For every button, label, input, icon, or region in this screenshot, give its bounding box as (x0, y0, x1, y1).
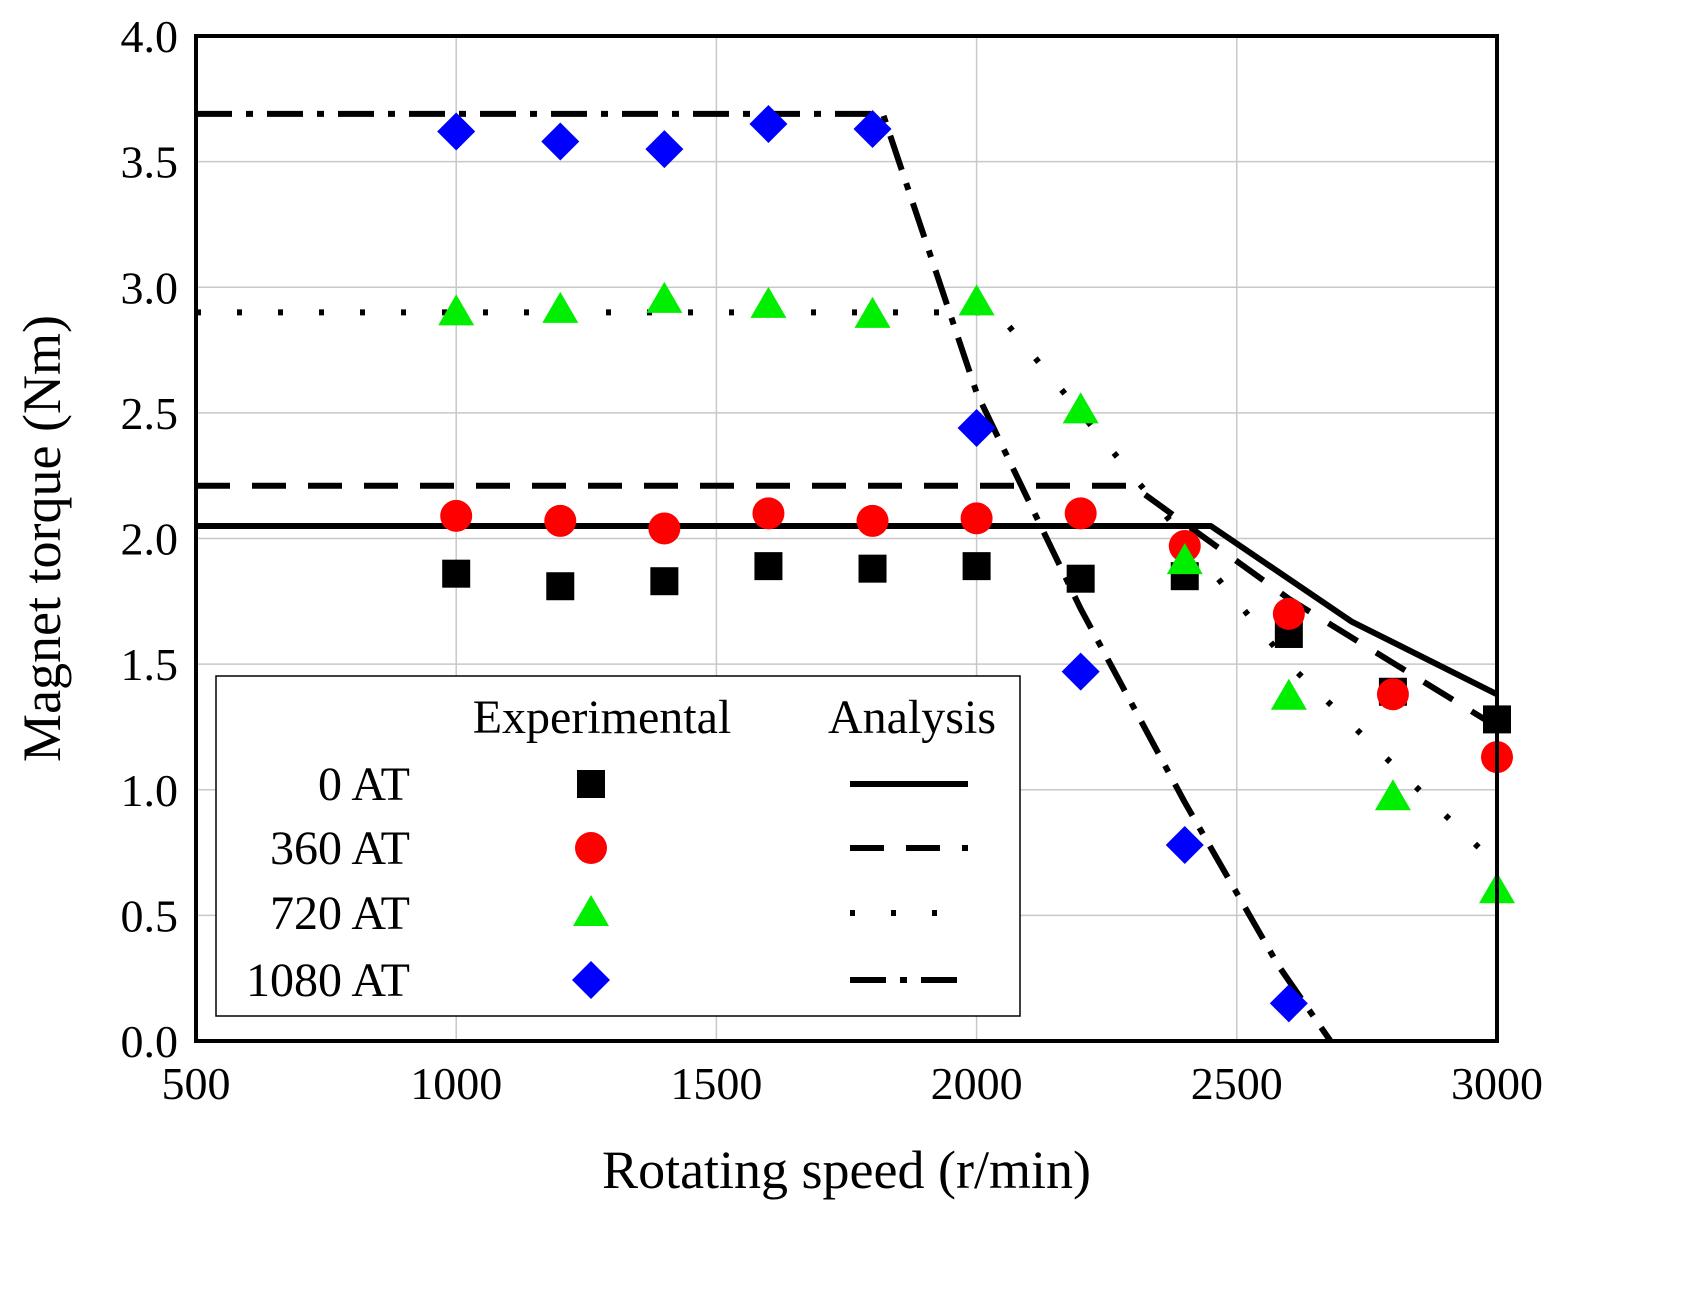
data-point-0-at (754, 552, 783, 581)
data-point-720-at (854, 296, 891, 328)
analysis-line-0-at (196, 522, 1499, 697)
data-point-1080-at (1061, 652, 1100, 691)
plot-frame (194, 34, 1499, 1043)
y-axis-label: Magnet torque (Nm) (12, 315, 72, 762)
data-point-720-at (1270, 678, 1307, 710)
analysis-lines (196, 110, 1500, 1043)
data-point-360-at (856, 504, 889, 537)
data-point-720-at (646, 281, 683, 313)
legend-label-360-at: 360 AT (270, 822, 410, 875)
data-point-360-at (648, 512, 681, 545)
legend-marker-720-at (573, 895, 609, 926)
y-tick-label: 0.0 (121, 1016, 179, 1067)
analysis-line-360-at (196, 482, 1499, 730)
legend: Experimental Analysis 0 AT 360 AT 720 AT 10… (215, 675, 1021, 1017)
x-tick-label: 500 (162, 1058, 231, 1109)
legend-label-1080-at: 1080 AT (246, 954, 410, 1007)
data-point-360-at (440, 499, 473, 532)
legend-rows: 0 AT 360 AT 720 AT 1080 AT (246, 758, 968, 1007)
data-point-360-at (1272, 597, 1305, 630)
data-point-1080-at (1269, 984, 1308, 1023)
legend-header-analysis: Analysis (828, 691, 996, 744)
analysis-line-1080-at (196, 110, 1333, 1043)
x-tick-label: 2500 (1191, 1058, 1283, 1109)
legend-label-720-at: 720 AT (270, 887, 410, 940)
y-tick-label: 3.0 (121, 262, 179, 313)
experimental-markers (437, 104, 1515, 1023)
y-tick-label: 3.5 (121, 137, 179, 188)
data-point-0-at (858, 554, 887, 583)
tick-labels: 500 1000 1500 2000 2500 3000 0.0 0.5 1.0 1.5 2.0 2.… (121, 11, 1544, 1109)
data-point-0-at (650, 567, 679, 596)
data-point-360-at (960, 502, 993, 535)
legend-marker-1080-at (572, 961, 610, 999)
data-point-720-at (542, 291, 579, 323)
x-tick-label: 2000 (931, 1058, 1023, 1109)
data-point-1080-at (853, 109, 892, 148)
data-point-360-at (1064, 497, 1097, 530)
data-point-0-at (546, 572, 575, 601)
data-point-720-at (438, 294, 475, 326)
x-tick-label: 1000 (410, 1058, 502, 1109)
data-point-1080-at (1165, 826, 1204, 865)
x-tick-label: 3000 (1451, 1058, 1543, 1109)
data-point-0-at (442, 559, 471, 588)
legend-label-0-at: 0 AT (318, 758, 410, 811)
y-tick-label: 0.5 (121, 890, 179, 941)
y-tick-label: 1.0 (121, 765, 179, 816)
legend-marker-0-at (577, 770, 605, 798)
legend-box (215, 675, 1021, 1017)
data-point-720-at (1062, 392, 1099, 424)
data-point-360-at (544, 504, 577, 537)
data-point-0-at (962, 552, 991, 581)
data-point-1080-at (749, 104, 788, 143)
data-point-360-at (752, 497, 785, 530)
data-point-1080-at (645, 130, 684, 169)
y-tick-label: 2.0 (121, 514, 179, 565)
data-point-720-at (958, 284, 995, 316)
y-tick-label: 1.5 (121, 639, 179, 690)
y-tick-label: 4.0 (121, 11, 179, 62)
x-axis-label: Rotating speed (r/min) (602, 1140, 1091, 1200)
data-point-360-at (1376, 678, 1409, 711)
y-tick-label: 2.5 (121, 388, 179, 439)
analysis-line-720-at (196, 309, 1500, 868)
legend-header-experimental: Experimental (473, 691, 732, 744)
legend-marker-360-at (575, 832, 607, 864)
x-tick-label: 1500 (670, 1058, 762, 1109)
data-point-1080-at (437, 112, 476, 151)
data-point-0-at (1066, 564, 1095, 593)
data-point-720-at (750, 286, 787, 318)
data-point-1080-at (957, 408, 996, 447)
data-point-1080-at (541, 122, 580, 161)
data-point-720-at (1166, 543, 1203, 575)
data-point-720-at (1374, 779, 1411, 811)
